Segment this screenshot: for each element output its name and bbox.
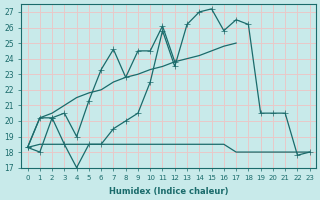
X-axis label: Humidex (Indice chaleur): Humidex (Indice chaleur)	[109, 187, 228, 196]
